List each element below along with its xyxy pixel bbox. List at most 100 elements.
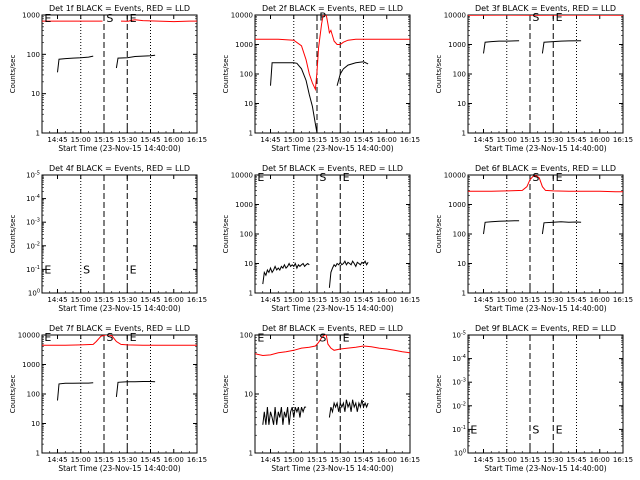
- x-tick-label: 15:45: [566, 456, 586, 464]
- x-tick-label: 15:30: [330, 456, 350, 464]
- plot-frame: [41, 14, 198, 134]
- y-tick-label: 1: [462, 290, 466, 298]
- y-tick-label: 10: [457, 260, 466, 268]
- event-marker-label: S: [106, 12, 113, 25]
- x-tick-label: 15:30: [330, 136, 350, 144]
- chart-title: Det 9f BLACK = Events, RED = LLD: [475, 324, 616, 333]
- event-marker-label: S: [532, 171, 539, 184]
- events-series-line: [115, 381, 156, 397]
- y-tick-label: 1000: [448, 41, 466, 49]
- x-tick-label: 15:45: [353, 456, 373, 464]
- x-tick-label: 15:00: [497, 136, 517, 144]
- y-tick-label: 10-1: [26, 265, 40, 274]
- x-axis-label: Start Time (23-Nov-15 14:40:00): [58, 304, 180, 313]
- event-marker-label: E: [556, 171, 563, 184]
- x-tick-label: 16:15: [613, 136, 633, 144]
- chart-title: Det 3f BLACK = Events, RED = LLD: [475, 4, 616, 13]
- event-marker-label: E: [44, 12, 51, 25]
- x-tick-label: 15:15: [307, 296, 327, 304]
- events-series-line: [270, 62, 318, 133]
- x-axis-label: Start Time (23-Nov-15 14:40:00): [58, 464, 180, 473]
- x-axis-label: Start Time (23-Nov-15 14:40:00): [271, 144, 393, 153]
- x-axis-label: Start Time (23-Nov-15 14:40:00): [271, 304, 393, 313]
- x-tick-label: 15:00: [71, 296, 91, 304]
- y-axis-label: Counts/sec: [435, 215, 443, 254]
- x-tick-label: 15:00: [284, 136, 304, 144]
- x-tick-label: 16:15: [400, 136, 420, 144]
- events-series-line: [541, 40, 582, 54]
- chart-panel-3: Det 3f BLACK = Events, RED = LLD 1 10 100 10…: [435, 4, 633, 153]
- lld-series-line: [255, 335, 410, 357]
- x-tick-label: 15:30: [330, 296, 350, 304]
- x-tick-label: 16:15: [400, 296, 420, 304]
- chart-panel-8: Det 8f BLACK = Events, RED = LLD 1 10 100 14…: [222, 324, 420, 473]
- x-tick-label: 16:00: [164, 456, 184, 464]
- x-tick-label: 16:15: [187, 136, 207, 144]
- x-tick-label: 15:30: [117, 456, 137, 464]
- y-tick-label: 10-3: [452, 378, 466, 387]
- y-tick-label: 10-5: [26, 171, 40, 180]
- y-axis-label: Counts/sec: [222, 375, 230, 414]
- event-marker-label: E: [343, 171, 350, 184]
- y-tick-label: 100: [453, 231, 466, 239]
- event-marker-label: E: [470, 423, 477, 436]
- x-tick-label: 16:15: [187, 456, 207, 464]
- x-tick-label: 15:30: [543, 456, 563, 464]
- x-tick-label: 15:30: [117, 296, 137, 304]
- chart-panel-9: Det 9f BLACK = Events, RED = LLD 100 10-1 1…: [435, 324, 633, 473]
- y-tick-label: 1: [249, 450, 253, 458]
- x-tick-label: 14:45: [473, 456, 493, 464]
- y-tick-label: 10: [457, 100, 466, 108]
- y-tick-label: 10-2: [26, 241, 40, 250]
- y-tick-label: 1000: [235, 41, 253, 49]
- x-tick-label: 15:45: [140, 136, 160, 144]
- x-tick-label: 14:45: [473, 136, 493, 144]
- chart-title: Det 8f BLACK = Events, RED = LLD: [262, 324, 403, 333]
- event-marker-label: E: [556, 423, 563, 436]
- chart-panel-5: Det 5f BLACK = Events, RED = LLD 1 10 100 10…: [222, 164, 420, 313]
- y-axis-label: Counts/sec: [222, 55, 230, 94]
- plot-frame: [254, 14, 411, 134]
- y-tick-label: 10-5: [452, 331, 466, 340]
- x-tick-label: 15:45: [566, 296, 586, 304]
- chart-title: Det 1f BLACK = Events, RED = LLD: [49, 4, 190, 13]
- y-axis-label: Counts/sec: [435, 55, 443, 94]
- y-tick-label: 1000: [22, 12, 40, 20]
- events-series-line: [483, 220, 520, 235]
- y-tick-label: 10: [244, 100, 253, 108]
- chart-title: Det 6f BLACK = Events, RED = LLD: [475, 164, 616, 173]
- x-tick-label: 15:00: [71, 136, 91, 144]
- y-tick-label: 100: [240, 231, 253, 239]
- y-tick-label: 10: [244, 260, 253, 268]
- y-axis-label: Counts/sec: [9, 55, 17, 94]
- events-series-line: [57, 55, 94, 73]
- event-marker-label: S: [319, 171, 326, 184]
- events-series-line: [328, 260, 369, 288]
- events-series-line: [262, 262, 310, 285]
- y-tick-label: 1: [462, 130, 466, 138]
- x-tick-label: 16:00: [377, 296, 397, 304]
- y-tick-label: 1000: [235, 201, 253, 209]
- x-tick-label: 14:45: [473, 296, 493, 304]
- y-tick-label: 1: [249, 130, 253, 138]
- y-tick-label: 10000: [444, 172, 466, 180]
- chart-title: Det 2f BLACK = Events, RED = LLD: [262, 4, 403, 13]
- event-marker-label: E: [257, 171, 264, 184]
- plot-frame: [41, 334, 198, 454]
- y-tick-label: 10000: [231, 172, 253, 180]
- y-axis-label: Counts/sec: [9, 375, 17, 414]
- x-axis-label: Start Time (23-Nov-15 14:40:00): [484, 304, 606, 313]
- y-tick-label: 10-3: [26, 218, 40, 227]
- x-tick-label: 16:15: [400, 456, 420, 464]
- x-tick-label: 15:15: [307, 456, 327, 464]
- x-tick-label: 15:00: [284, 456, 304, 464]
- lld-series-line: [42, 335, 197, 346]
- event-marker-label: S: [83, 263, 90, 276]
- event-marker-label: E: [44, 331, 51, 344]
- y-tick-label: 10: [244, 391, 253, 399]
- lld-series-line: [255, 15, 410, 92]
- y-tick-label: 10: [31, 420, 40, 428]
- y-tick-label: 100: [454, 449, 466, 458]
- x-tick-label: 16:00: [164, 136, 184, 144]
- y-tick-label: 100: [453, 71, 466, 79]
